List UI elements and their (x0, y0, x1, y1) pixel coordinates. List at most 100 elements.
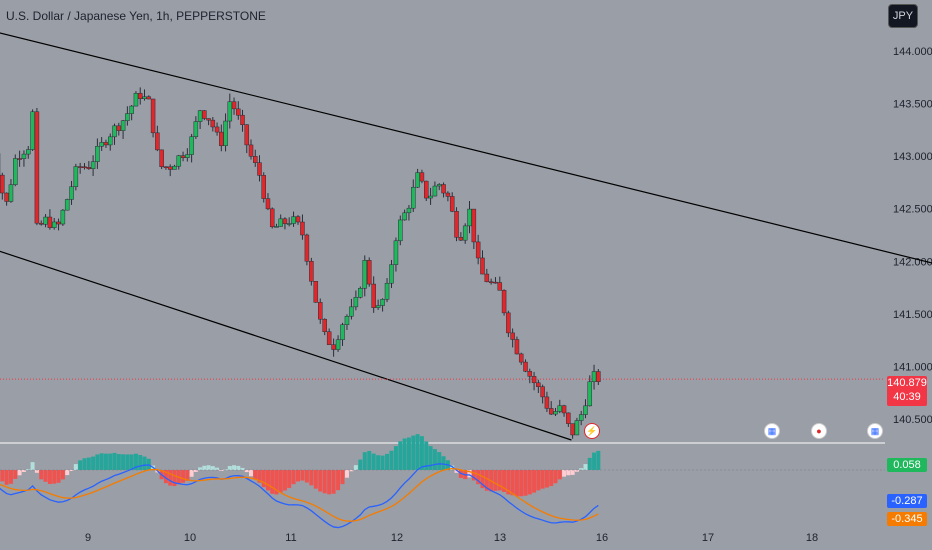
candle-body (172, 165, 177, 170)
macd-histogram-bar (570, 470, 575, 475)
target-icon[interactable]: ● (811, 423, 827, 439)
macd-histogram-bar (549, 470, 554, 487)
us-flag-icon[interactable]: ▦ (867, 423, 883, 439)
y-tick-label: 142.500 (893, 204, 932, 216)
candle-body (185, 154, 190, 158)
macd-histogram-bar (17, 470, 22, 476)
macd-histogram-bar (579, 468, 584, 470)
candle-body (112, 125, 117, 138)
candle-body (295, 216, 301, 223)
candle-body (406, 207, 412, 214)
macd-histogram-bar (193, 470, 198, 472)
macd-histogram-bar (389, 450, 394, 470)
candle-body (375, 305, 381, 308)
candle-body (47, 216, 53, 228)
candle-body (206, 118, 211, 121)
candle-body (286, 223, 292, 225)
candle-body (282, 218, 288, 225)
y-tick-label: 143.500 (893, 99, 932, 111)
y-tick-label: 140.500 (893, 414, 932, 426)
macd-histogram-bar (506, 470, 511, 495)
candle-body (176, 155, 182, 167)
macd-histogram-bar (587, 457, 592, 470)
macd-histogram-bar (232, 465, 237, 470)
macd-histogram-bar (112, 452, 117, 470)
x-tick-label: 9 (85, 532, 91, 544)
candle-body (13, 158, 18, 185)
x-tick-label: 10 (184, 532, 196, 544)
x-tick-label: 12 (391, 532, 403, 544)
macd-histogram-bar (540, 470, 545, 489)
us-flag-icon[interactable]: ▦ (764, 423, 780, 439)
candle-body (561, 405, 567, 414)
candle-body (402, 212, 407, 221)
candle-body (252, 156, 258, 163)
macd-histogram-bar (415, 434, 420, 470)
macd-histogram-bar (78, 460, 83, 470)
candle-body (77, 166, 83, 168)
candle-body (129, 105, 134, 114)
candle-body (340, 324, 345, 341)
candle-body (331, 344, 336, 350)
candle-body (159, 149, 164, 167)
macd-histogram-bar (0, 470, 5, 482)
y-tick-label: 142.000 (893, 256, 932, 268)
candle-body (570, 423, 575, 436)
candle-body (313, 280, 319, 303)
macd-histogram-bar (402, 438, 407, 470)
currency-button[interactable]: JPY (888, 4, 918, 28)
candle-body (82, 166, 87, 168)
candle-body (155, 132, 160, 151)
candle-body (56, 221, 61, 225)
candle-body (349, 306, 354, 317)
macd-histogram-bar (215, 467, 220, 470)
macd-histogram-bar (163, 470, 168, 484)
macd-histogram-bar (450, 465, 455, 470)
channel-upper-line (0, 32, 932, 264)
candle-body (64, 199, 70, 211)
macd-histogram-bar (198, 467, 203, 470)
macd-histogram-bar (282, 470, 287, 491)
candle-body (415, 172, 420, 188)
y-tick-label: 141.500 (893, 309, 932, 321)
candle-body (248, 144, 254, 157)
chart-title: U.S. Dollar / Japanese Yen, 1h, PEPPERST… (6, 9, 266, 23)
macd-histogram-bar (419, 436, 424, 470)
candle-body (384, 282, 390, 300)
macd-histogram-bar (291, 470, 296, 485)
macd-histogram-bar (532, 470, 537, 493)
candle-body (587, 381, 593, 407)
macd-histogram-bar (26, 469, 31, 471)
candle-body (219, 131, 224, 146)
candle-body (34, 111, 40, 224)
lightning-icon[interactable]: ⚡ (584, 423, 600, 439)
macd-histogram-bar (129, 454, 134, 470)
macd-histogram-bar (385, 453, 390, 470)
signal-line-tag: -0.345 (887, 512, 927, 526)
candle-body (86, 167, 92, 169)
candle-body (514, 339, 520, 355)
candle-body (26, 149, 31, 155)
macd-histogram-bar (424, 441, 429, 470)
candle-body (193, 121, 199, 137)
candle-body (21, 153, 27, 159)
macd-histogram-bar (138, 455, 143, 470)
candle-body (43, 216, 48, 225)
candle-body (318, 302, 323, 320)
candle-body (300, 221, 305, 236)
macd-histogram-bar (544, 470, 549, 488)
candle-body (540, 386, 545, 398)
last-price-value: 140.879 (887, 377, 927, 389)
signal-line (0, 468, 599, 522)
candle-body (566, 412, 571, 424)
macd-histogram-bar (4, 470, 9, 485)
candle-body (90, 161, 96, 169)
macd-histogram-bar (43, 470, 48, 482)
macd-histogram-bar (514, 470, 519, 497)
macd-histogram-bar (189, 470, 194, 477)
last-price-tag: 140.879 40:39 (887, 376, 927, 406)
x-tick-label: 16 (596, 532, 608, 544)
macd-histogram-bar (91, 456, 96, 470)
candle-body (467, 208, 472, 227)
